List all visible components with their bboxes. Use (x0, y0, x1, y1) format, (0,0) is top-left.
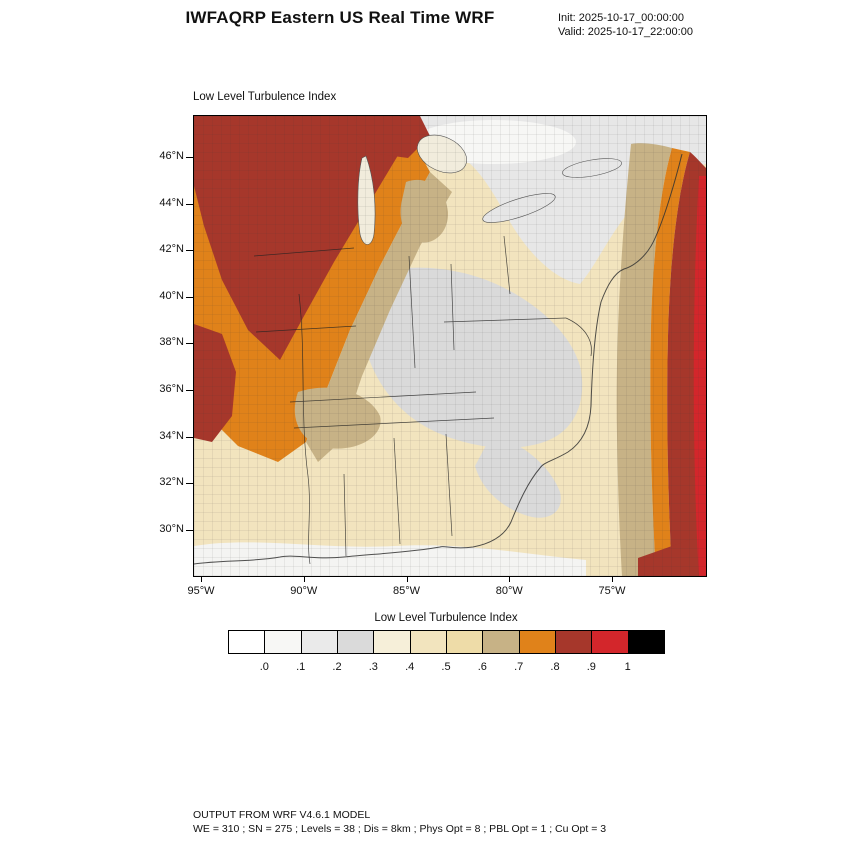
y-tick-label: 38°N (159, 336, 184, 349)
valid-time-label: Valid: 2025-10-17_22:00:00 (558, 26, 693, 38)
y-tick-label: 42°N (159, 243, 184, 256)
colorbar-title: Low Level Turbulence Index (374, 612, 518, 624)
y-tick-label: 32°N (159, 476, 184, 489)
y-tick-mark (186, 157, 193, 158)
y-tick-mark (186, 250, 193, 252)
y-tick-label: 46°N (159, 150, 184, 162)
colorbar-tick-label: .8 (550, 661, 560, 673)
y-tick-label: 40°N (159, 289, 184, 302)
colorbar-box (228, 630, 266, 654)
colorbar-tick-label: .5 (441, 661, 451, 673)
colorbar-box (627, 630, 665, 654)
colorbar-box (373, 630, 411, 654)
map-variable-label: Low Level Turbulence Index (193, 91, 337, 103)
colorbar-labels: .0 .1 .2 .3 .4 .5 .6 .7 .8 .9 1 (228, 661, 664, 675)
y-tick-mark (186, 203, 193, 205)
y-tick-label: 30°N (159, 522, 184, 535)
y-tick-mark (186, 436, 193, 438)
x-tick-label: 95°W (187, 585, 215, 597)
colorbar-box (591, 630, 629, 654)
colorbar-box (446, 630, 484, 654)
colorbar-box (409, 630, 447, 654)
footer-model-line: OUTPUT FROM WRF V4.6.1 MODEL (193, 809, 371, 821)
colorbar-tick-label: .2 (332, 661, 342, 673)
colorbar-tick-label: .6 (477, 661, 487, 673)
y-tick-mark (186, 529, 193, 531)
y-tick-mark (186, 483, 193, 485)
page-title: IWFAQRP Eastern US Real Time WRF (185, 8, 495, 27)
x-tick-label: 85°W (392, 585, 421, 597)
colorbar-box (300, 630, 338, 654)
run-times-block: Init: 2025-10-17_00:00:00 Valid: 2025-10… (558, 11, 693, 39)
colorbar-box (482, 630, 520, 654)
map-frame (193, 115, 707, 577)
footer-block: OUTPUT FROM WRF V4.6.1 MODEL WE = 310 ; … (193, 808, 606, 836)
footer-config-line: WE = 310 ; SN = 275 ; Levels = 38 ; Dis … (193, 823, 607, 835)
y-tick-label: 34°N (159, 429, 184, 442)
colorbar-tick-label: .9 (586, 661, 596, 673)
x-tick-label: 80°W (495, 585, 523, 597)
init-time-label: Init: 2025-10-17_00:00:00 (558, 12, 684, 24)
colorbar-box (337, 630, 375, 654)
coastline (194, 153, 683, 565)
colorbar-box (264, 630, 302, 654)
state-boundaries (253, 235, 592, 565)
x-tick-label: 90°W (290, 585, 318, 597)
turbulence-map-svg (194, 116, 706, 576)
y-tick-mark (186, 296, 193, 298)
colorbar-tick-label: .4 (405, 661, 415, 673)
y-tick-mark (186, 390, 193, 391)
colorbar-tick-label: .7 (514, 661, 524, 673)
colorbar-tick-label: .1 (296, 661, 306, 673)
colorbar-box (518, 630, 556, 654)
x-tick-label: 75°W (598, 585, 626, 597)
colorbar (228, 630, 665, 654)
colorbar-box (555, 630, 593, 654)
colorbar-tick-label: 1 (624, 661, 631, 673)
colorbar-tick-label: .0 (259, 661, 269, 673)
y-tick-label: 44°N (159, 196, 184, 209)
y-tick-label: 36°N (159, 383, 184, 395)
y-tick-mark (186, 343, 193, 345)
colorbar-tick-label: .3 (368, 661, 378, 673)
